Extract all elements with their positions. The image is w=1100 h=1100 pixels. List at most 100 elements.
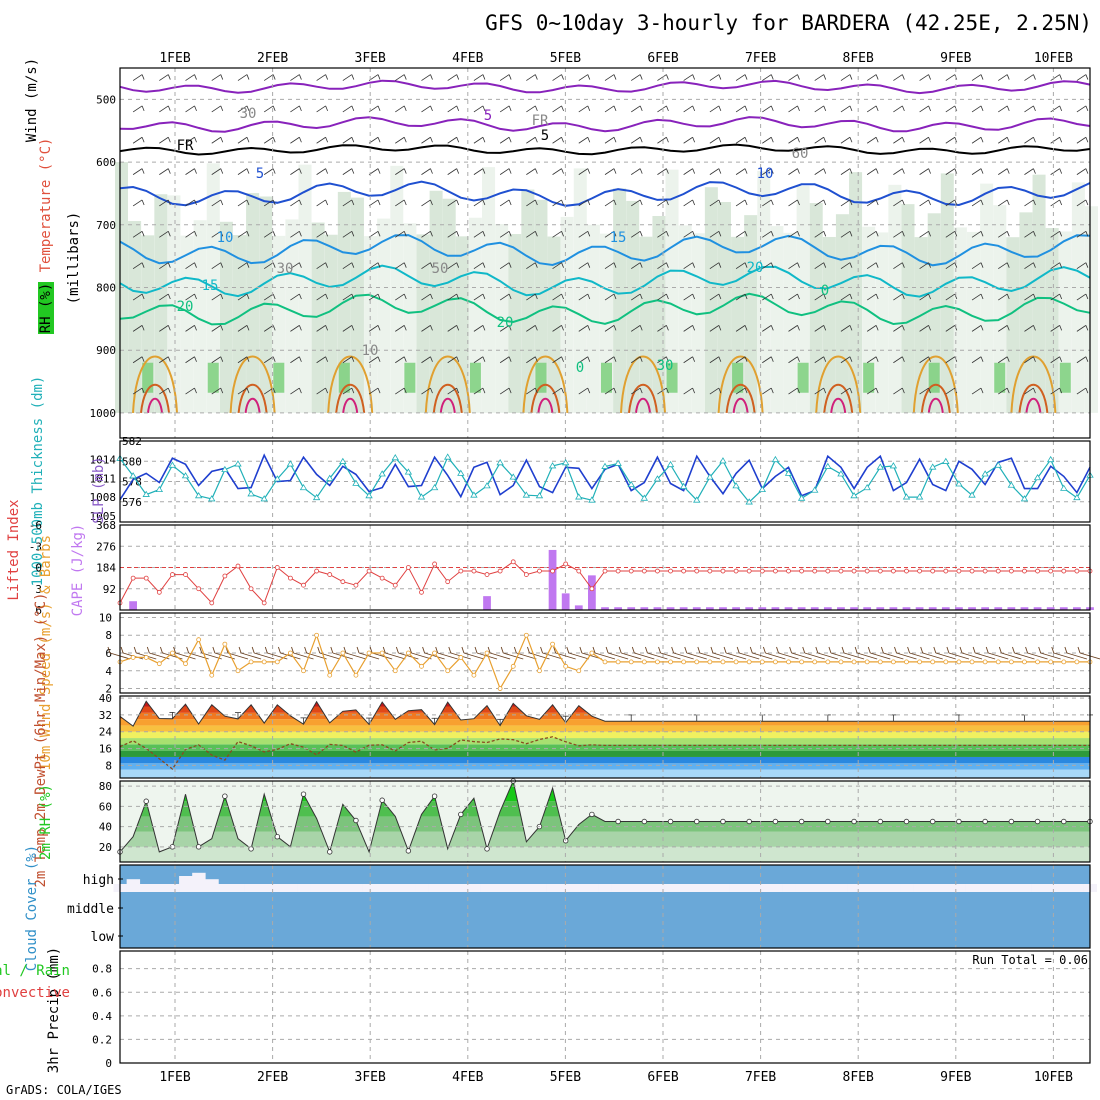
wind-barb: [814, 230, 824, 238]
wind-barb: [1076, 199, 1087, 207]
wind-barb: [971, 168, 982, 175]
wind-barb-flag: [823, 168, 827, 174]
wind-barb: [814, 74, 824, 81]
wind-speed-marker: [904, 659, 909, 665]
rh-shade-cell: [324, 234, 338, 413]
wind-speed-marker: [327, 672, 333, 678]
surface-wind-barb: [725, 652, 747, 660]
footer-credit: GrADS: COLA/IGES: [6, 1083, 122, 1097]
date-label-top: 9FEB: [940, 51, 971, 66]
isotherm-arc-35: [244, 397, 261, 414]
wind-barb-flag: [377, 168, 381, 174]
ylabel-millibars: (millibars): [66, 212, 82, 305]
wind-tick: 6: [105, 647, 112, 660]
wind-barb: [447, 356, 457, 364]
isotherm-arc-25: [522, 355, 569, 413]
lifted-index-marker: [484, 572, 490, 577]
wind-barb-flag: [508, 74, 512, 80]
rh-legend-swatch: [38, 282, 54, 334]
wind-barb-flag: [613, 168, 617, 174]
wind-barb: [893, 230, 903, 238]
contour-label: 20: [497, 315, 514, 331]
wind-barb-flag: [875, 325, 879, 331]
rh-marker: [982, 818, 988, 825]
isotherm-arc-35: [732, 397, 749, 414]
wind-speed-marker: [917, 659, 922, 665]
wind-barb: [893, 262, 903, 270]
wind-barb: [368, 293, 379, 301]
rh-marker: [274, 833, 280, 840]
wind-barb-flag: [194, 262, 197, 268]
wind-barb: [998, 356, 1008, 364]
wind-barb-flag: [666, 387, 669, 394]
wind-barb-flag: [797, 356, 800, 362]
slp-marker: [1007, 481, 1016, 488]
wind-barb-flag: [299, 168, 302, 174]
wind-barb-flag: [194, 231, 197, 237]
wind-barb-flag: [430, 231, 433, 237]
surface-wind-barb: [922, 652, 943, 660]
cloud-high-bar: [506, 884, 521, 892]
wind-barb: [290, 293, 300, 301]
isotherm-arc-25: [815, 355, 862, 413]
wind-barb: [132, 262, 143, 270]
surface-wind-barb: [817, 652, 838, 660]
wind-speed-marker: [156, 661, 162, 667]
wind-barb: [788, 230, 798, 238]
cape-bar: [601, 607, 609, 610]
wind-barb-flag: [1006, 262, 1010, 268]
surface-wind-barb-flag: [1051, 646, 1055, 654]
wind-speed-marker: [641, 659, 647, 665]
wind-barb-flag: [770, 356, 774, 362]
wind-barb-flag: [928, 168, 931, 174]
wind-barb-flag: [1006, 105, 1010, 112]
wind-barb-flag: [482, 231, 486, 237]
wind-barb-flag: [377, 356, 381, 362]
wind-speed-marker: [353, 672, 359, 678]
contour-label: 50: [432, 261, 449, 277]
wind-barb-flag: [351, 199, 355, 206]
wind-barb-flag: [692, 387, 696, 394]
wind-barb: [1076, 168, 1087, 175]
wind-barb: [263, 325, 274, 332]
wind-barb: [683, 387, 693, 395]
wind-barb: [342, 136, 353, 144]
wind-barb-flag: [613, 199, 617, 206]
wind-barb: [1050, 168, 1060, 175]
surface-wind-barb: [358, 652, 380, 660]
cloud-level-label: middle: [67, 902, 114, 917]
wind-barb-flag: [246, 105, 250, 112]
wind-barb: [237, 230, 248, 238]
surface-wind-barb-flag: [998, 646, 1002, 654]
isotherm-arc-35: [342, 397, 359, 414]
wind-barb: [526, 199, 536, 207]
wind-barb-flag: [587, 137, 591, 143]
wind-barb-flag: [430, 105, 433, 112]
cloud-high-bar: [939, 884, 953, 892]
wind-barb: [893, 293, 903, 301]
lifted-index-marker: [786, 568, 791, 574]
wind-barb-flag: [194, 325, 197, 331]
wind-barb-flag: [1059, 199, 1063, 206]
lifted-index-marker: [288, 575, 293, 581]
wind-barb: [998, 199, 1008, 207]
surface-wind-barb: [660, 652, 681, 660]
wind-barb: [971, 136, 982, 144]
temp-tick: 8: [105, 759, 112, 772]
surface-wind-barb: [739, 652, 760, 660]
wind-barb-flag: [482, 356, 486, 362]
wind-barb-flag: [246, 325, 250, 331]
wind-barb-flag: [587, 387, 591, 394]
wind-barb-flag: [823, 74, 827, 80]
wind-barb-flag: [980, 74, 984, 80]
wind-barb: [814, 262, 824, 270]
wind-barb: [893, 74, 903, 81]
lifted-index-marker: [773, 568, 778, 574]
wind-barb: [578, 325, 589, 332]
wind-barb: [709, 387, 720, 395]
wind-barb: [342, 325, 353, 332]
wind-barb-flag: [456, 168, 460, 174]
wind-barb: [840, 136, 851, 144]
wind-barb: [421, 387, 431, 395]
wind-barb-flag: [718, 74, 722, 80]
